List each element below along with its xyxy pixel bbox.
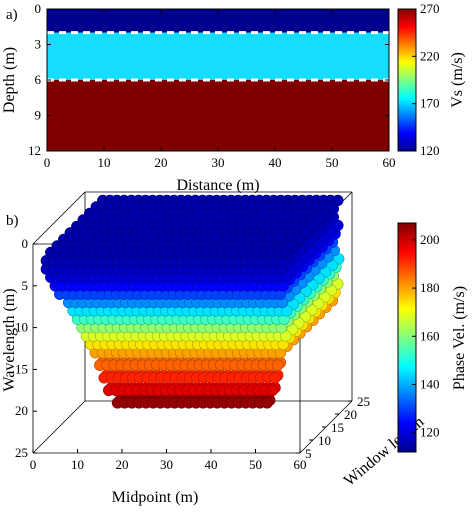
layer-2 — [47, 80, 389, 151]
layer-1 — [47, 32, 389, 80]
panel-b-colorbar-label: Phase Vel. (m/s) — [451, 286, 468, 390]
panel-a-velocity-model: 0 10 20 30 40 50 60 0 3 6 9 12 Distance (m) Depth … — [1, 1, 466, 194]
scatter-point — [280, 246, 292, 259]
scatter-point — [261, 397, 273, 409]
scatter-point — [272, 359, 284, 371]
colorbar-tick-label: 270 — [420, 1, 440, 16]
z-tick-label: 5 — [22, 278, 29, 293]
panel-a-colorbar-ticks: 270 220 170 120 — [412, 1, 440, 158]
y-tick-label: 9 — [35, 108, 42, 123]
panel-a-y-axis-label: Depth (m) — [1, 47, 18, 113]
colorbar-tick-label: 120 — [420, 425, 440, 440]
y-tick-label: 5 — [305, 446, 312, 461]
box-edge — [32, 191, 86, 245]
colorbar-tick-label: 200 — [420, 232, 440, 247]
panel-b-colorbar — [397, 222, 417, 453]
phase-velocity-points — [40, 194, 345, 409]
x-tick-label: 40 — [205, 457, 218, 472]
x-tick-label: 20 — [155, 155, 168, 170]
colorbar-tick-label: 140 — [420, 377, 440, 392]
x-tick-label: 20 — [116, 457, 129, 472]
x-tick-label: 40 — [269, 155, 282, 170]
y-tick-label: 6 — [35, 72, 42, 87]
x-tick-label: 10 — [98, 155, 111, 170]
panel-a-colorbar — [397, 8, 417, 152]
colorbar-tick-label: 220 — [420, 48, 440, 63]
y-tick-label: 10 — [318, 433, 331, 448]
panel-b-label: b) — [6, 213, 19, 229]
interface-lines — [47, 31, 389, 82]
y-tick-label: 15 — [331, 420, 344, 435]
y-tick-label: 3 — [35, 37, 42, 52]
panel-a-label: a) — [6, 7, 18, 23]
z-tick-label: 20 — [15, 403, 28, 418]
scatter-point — [266, 384, 279, 396]
colorbar-tick-label: 160 — [420, 328, 440, 343]
colorbar-tick-label: 180 — [420, 280, 440, 295]
scatter-point — [269, 372, 281, 384]
layer-group — [47, 9, 389, 151]
x-tick-label: 0 — [44, 155, 51, 170]
x-tick-label: 50 — [249, 457, 262, 472]
layer-0 — [47, 9, 389, 33]
colorbar-tick-label: 120 — [420, 143, 440, 158]
panel-b-midpoint-axis-label: Midpoint (m) — [112, 489, 199, 506]
y-tick-label: 25 — [357, 394, 370, 409]
panel-b-midpoint-ticks: 0 10 20 30 40 50 60 — [30, 449, 307, 472]
z-tick-label: 0 — [22, 236, 29, 251]
y-tick-label: 12 — [28, 143, 41, 158]
y-tick-label: 20 — [344, 407, 357, 422]
x-tick-label: 50 — [326, 155, 339, 170]
panel-a-y-ticks: 0 3 6 9 12 — [28, 1, 389, 158]
x-tick-label: 10 — [71, 457, 84, 472]
z-tick-label: 25 — [15, 445, 28, 460]
panel-a-x-ticks: 0 10 20 30 40 50 60 — [44, 9, 396, 170]
x-tick-label: 30 — [212, 155, 225, 170]
panel-a-x-axis-label: Distance (m) — [176, 177, 259, 194]
x-tick-label: 30 — [160, 457, 173, 472]
colorbar-tick-label: 170 — [420, 96, 440, 111]
panel-b-wavelength-axis-label: Wavelength (m) — [1, 288, 18, 391]
box-edge — [32, 400, 86, 454]
y-tick-label: 0 — [35, 1, 42, 16]
x-tick-label: 60 — [383, 155, 396, 170]
panel-a-colorbar-label: Vs (m/s) — [449, 52, 466, 108]
x-tick-label: 0 — [30, 457, 37, 472]
